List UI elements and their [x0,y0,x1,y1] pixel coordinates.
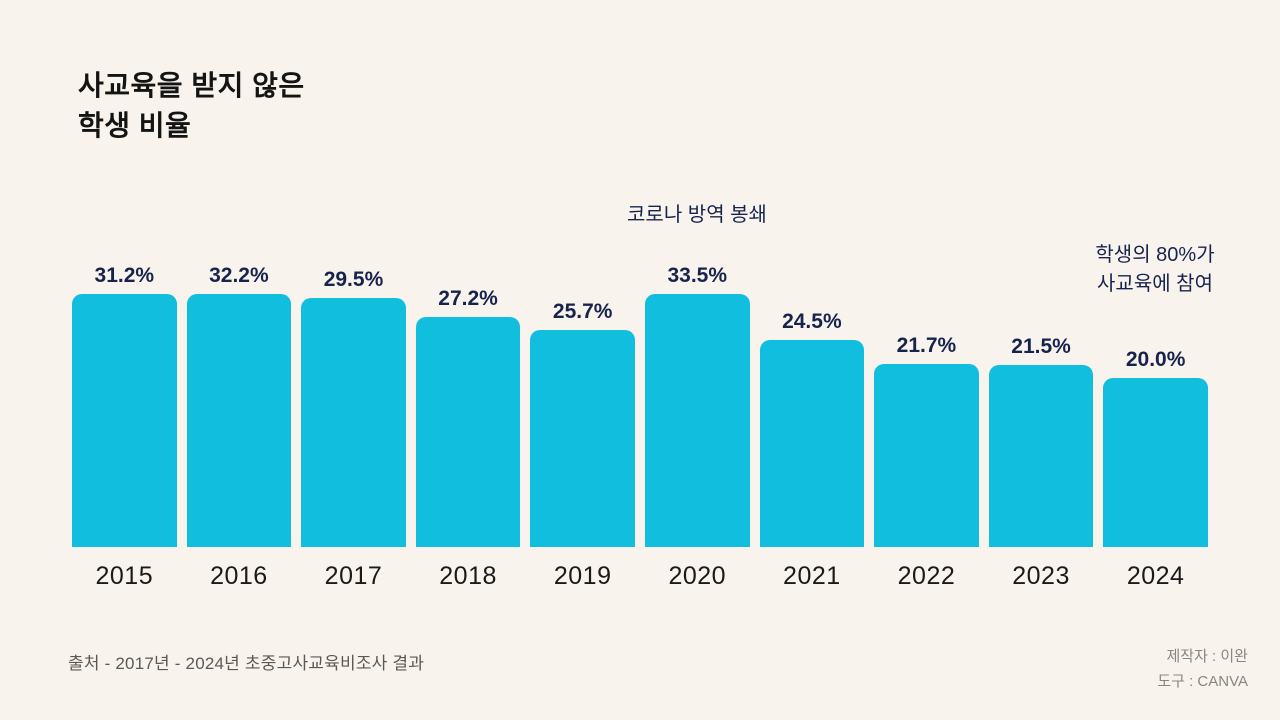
participation-annotation: 학생의 80%가 사교육에 참여 [1025,241,1280,299]
bar-value-label-2018: 27.2% [438,287,498,311]
bar-2023 [988,365,1094,547]
page-title: 사교육을 받지 않은 학생 비율 [78,66,305,146]
bar-2024 [1103,378,1208,547]
year-label-2021: 2021 [783,562,841,590]
page-title-line2: 학생 비율 [78,110,192,141]
credit-tool: 도구 : CANVA [1157,673,1248,690]
bar-column-2016: 32.2% [186,264,292,547]
bar-2018 [415,317,521,547]
participation-annotation-line2: 사교육에 참여 [1097,273,1213,295]
bar-value-label-2021: 24.5% [782,310,842,334]
bar-column-2023: 21.5% [988,264,1094,547]
year-label-2017: 2017 [324,562,383,590]
bar-chart-plot-area: 31.2% 32.2% 29.5% 27.2% 25.7% 33.5% 24.5% 21.7%… [72,264,1208,547]
bar-value-label-2023: 21.5% [1011,335,1071,359]
bar-column-2017: 29.5% [301,264,406,547]
credits: 제작자 : 이완 도구 : CANVA [1157,644,1248,694]
bar-value-label-2017: 29.5% [323,267,384,291]
year-label-2019: 2019 [553,562,612,590]
bar-column-2021: 24.5% [759,264,865,547]
credit-author: 제작자 : 이완 [1166,648,1248,665]
x-axis-year-labels: 2015 2016 2017 2018 2019 2020 2021 2022 2023 2024 [72,562,1208,591]
bar-column-2022: 21.7% [874,264,979,547]
bar-value-label-2024: 20.0% [1125,348,1186,372]
bar-2020 [644,294,750,547]
year-label-2020: 2020 [668,562,727,590]
bar-value-label-2020: 33.5% [667,264,728,287]
bar-value-label-2022: 21.7% [896,333,957,357]
bar-column-2019: 25.7% [530,264,635,547]
bar-2016 [186,294,292,547]
year-label-2024: 2024 [1126,562,1185,590]
bar-column-2015: 31.2% [72,264,177,547]
year-label-2022: 2022 [897,562,956,590]
bar-2022 [874,363,979,547]
bar-column-2018: 27.2% [415,264,521,547]
covid-lockdown-annotation: 코로나 방역 봉쇄 [627,204,767,226]
bar-2021 [759,340,865,547]
bar-2015 [72,294,177,547]
year-label-2015: 2015 [95,562,154,590]
source-note: 출처 - 2017년 - 2024년 초중고사교육비조사 결과 [68,654,425,673]
bar-column-2024: 20.0% [1103,264,1208,547]
bar-2019 [530,329,635,547]
bar-value-label-2019: 25.7% [552,299,613,323]
bar-value-label-2016: 32.2% [209,264,269,287]
year-label-2016: 2016 [210,562,268,590]
year-label-2018: 2018 [439,562,497,590]
participation-annotation-line1: 학생의 80%가 [1095,244,1215,266]
page-title-line1: 사교육을 받지 않은 [78,70,305,101]
bar-2017 [301,297,406,547]
year-label-2023: 2023 [1012,562,1070,590]
bar-value-label-2015: 31.2% [94,264,155,287]
bar-column-2020: 33.5% [644,264,750,547]
